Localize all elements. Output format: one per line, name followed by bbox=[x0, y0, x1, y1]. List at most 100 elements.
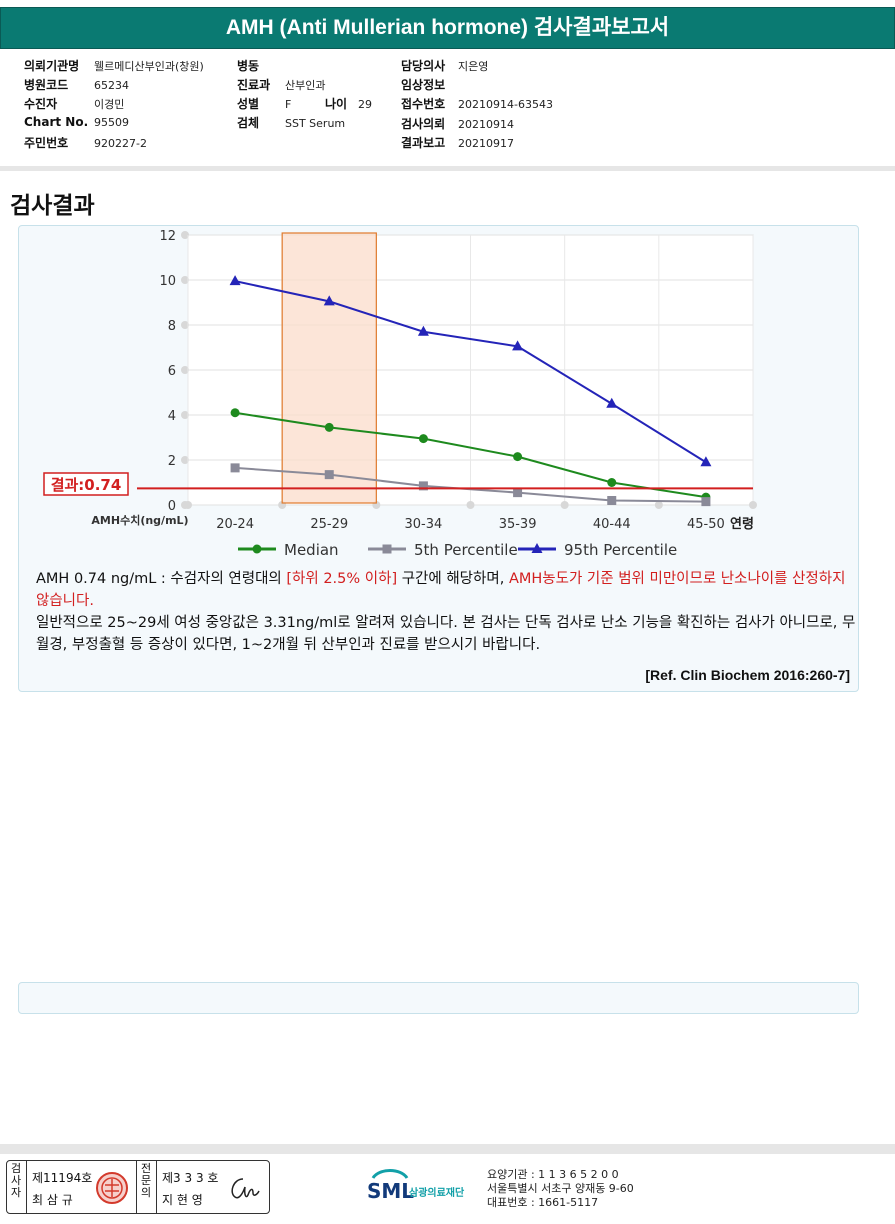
series-line bbox=[234, 280, 707, 464]
info-row: 접수번호 20210914-63543 bbox=[401, 95, 553, 112]
desc-percentile: [하위 2.5% 이하] bbox=[286, 571, 398, 587]
org-code: 요양기관 : 1 1 3 6 5 2 0 0 bbox=[487, 1168, 619, 1181]
y-tick-label: 8 bbox=[168, 319, 176, 334]
info-row: 검사의뢰 20210914 bbox=[401, 115, 514, 132]
x-tick-label: 45-50 bbox=[687, 517, 725, 532]
x-tick-dot bbox=[184, 501, 192, 509]
org-address: 서울특별시 서초구 양재동 9-60 bbox=[487, 1182, 634, 1195]
signature-icon bbox=[231, 1178, 260, 1199]
data-point bbox=[531, 543, 543, 553]
x-tick-label: 40-44 bbox=[593, 517, 631, 532]
data-point bbox=[252, 544, 262, 554]
divider-band bbox=[0, 166, 895, 171]
result-note: 일반적으로 25~29세 여성 중앙값은 3.31ng/ml로 알려져 있습니다… bbox=[36, 615, 856, 653]
info-value: 95509 bbox=[94, 116, 129, 129]
info-label: 담당의사 bbox=[401, 59, 446, 73]
empty-panel bbox=[18, 982, 859, 1014]
y-tick-dot bbox=[181, 366, 189, 374]
data-point bbox=[700, 456, 712, 467]
reference: [Ref. Clin Biochem 2016:260-7] bbox=[645, 667, 850, 683]
specialist-label: 전문의 bbox=[140, 1162, 152, 1199]
age-label: 나이 bbox=[325, 97, 348, 111]
result-interpretation: AMH 0.74 ng/mL : 수검자의 연령대의 [하위 2.5% 이하] … bbox=[36, 568, 857, 612]
data-point bbox=[230, 408, 240, 418]
legend-label: Median bbox=[284, 541, 339, 559]
y-tick-dot bbox=[181, 411, 189, 419]
data-point bbox=[513, 488, 523, 498]
info-value: 웰르메디산부인과(창원) bbox=[94, 60, 204, 73]
info-row: 성별 F 나이 29 bbox=[237, 95, 372, 112]
data-point bbox=[324, 470, 334, 480]
y-tick-label: 0 bbox=[168, 499, 176, 514]
x-tick-label: 35-39 bbox=[499, 517, 537, 532]
y-tick-label: 4 bbox=[168, 409, 176, 424]
x-tick-label: 30-34 bbox=[405, 517, 443, 532]
x-tick-dot bbox=[560, 501, 569, 509]
info-value: SST Serum bbox=[285, 117, 346, 130]
y-tick-dot bbox=[181, 276, 189, 284]
data-point bbox=[607, 478, 617, 487]
info-label: 성별 bbox=[237, 97, 260, 111]
x-tick-labels: 20-24 25-29 30-34 35-39 40-44 45-50 bbox=[216, 517, 725, 532]
info-label: 수진자 bbox=[24, 97, 58, 111]
desc-part: 구간에 해당하며, bbox=[397, 571, 509, 587]
legend: Median 5th Percentile 95th Percentile bbox=[238, 541, 677, 559]
data-point bbox=[230, 463, 240, 473]
footer-band bbox=[0, 1144, 895, 1154]
info-row: 병동 bbox=[237, 57, 285, 74]
x-axis-label: 연령 bbox=[730, 517, 754, 532]
divider bbox=[136, 1161, 137, 1213]
info-row: 주민번호 920227-2 bbox=[24, 134, 147, 151]
data-point bbox=[701, 497, 711, 507]
data-point bbox=[418, 434, 428, 444]
y-tick-dot bbox=[181, 231, 189, 239]
result-description: AMH 0.74 ng/mL : 수검자의 연령대의 [하위 2.5% 이하] … bbox=[18, 568, 857, 656]
y-tick-label: 12 bbox=[159, 229, 176, 244]
info-value: 65234 bbox=[94, 79, 129, 92]
x-tick-dot bbox=[466, 501, 475, 509]
examiner-number: 제11194호 bbox=[32, 1171, 93, 1185]
data-point bbox=[382, 544, 392, 554]
age-value: 29 bbox=[358, 98, 372, 111]
info-row: Chart No. 95509 bbox=[24, 115, 129, 129]
result-label-box bbox=[43, 472, 129, 496]
logo-arc-icon bbox=[371, 1169, 409, 1179]
logo-text: SML bbox=[367, 1179, 414, 1203]
y-tick-dot bbox=[181, 321, 189, 329]
age-group-highlight bbox=[281, 232, 377, 504]
y-tick-label: 2 bbox=[168, 454, 176, 469]
examiner-label: 검사자 bbox=[10, 1162, 22, 1199]
examiner-name: 최 삼 규 bbox=[32, 1193, 73, 1207]
x-tick-label: 25-29 bbox=[310, 517, 348, 532]
info-row: 병원코드 65234 bbox=[24, 76, 129, 93]
x-tick-label: 20-24 bbox=[216, 517, 254, 532]
info-value: 지은영 bbox=[458, 60, 489, 73]
specialist-name: 지 현 영 bbox=[162, 1193, 203, 1207]
specialist-number: 제3 3 3 호 bbox=[162, 1171, 219, 1185]
info-row: 임상정보 bbox=[401, 76, 458, 93]
data-point bbox=[229, 275, 241, 286]
y-tick-label: 6 bbox=[168, 364, 176, 379]
info-label: 의뢰기관명 bbox=[24, 59, 80, 73]
data-point bbox=[512, 340, 524, 351]
result-label: 결과:0.74 bbox=[51, 476, 122, 494]
org-name: 삼광의료재단 bbox=[409, 1186, 465, 1199]
info-value: 20210914-63543 bbox=[458, 98, 553, 111]
desc-part: AMH 0.74 ng/mL : 수검자의 연령대의 bbox=[36, 571, 287, 587]
org-info: 요양기관 : 1 1 3 6 5 2 0 0 서울특별시 서초구 양재동 9-6… bbox=[487, 1168, 634, 1210]
series-line bbox=[234, 411, 707, 499]
info-row: 결과보고 20210917 bbox=[401, 134, 514, 151]
info-value: 이경민 bbox=[94, 98, 125, 111]
signature-box: 검사자 제11194호 최 삼 규 전문의 제3 3 3 호 지 현 영 bbox=[6, 1160, 270, 1214]
desc-warning: AMH농도가 기준 범위 미만이므로 난소나이를 산정하지 않습니다. bbox=[36, 571, 846, 609]
info-row: 의뢰기관명 웰르메디산부인과(창원) bbox=[24, 57, 204, 74]
data-point bbox=[418, 481, 428, 491]
info-label: 병동 bbox=[237, 59, 260, 73]
info-label: 임상정보 bbox=[401, 78, 446, 92]
patient-info-header: 의뢰기관명 웰르메디산부인과(창원) 병원코드 65234 수진자 이경민 Chart… bbox=[0, 48, 895, 167]
sml-logo: SML 삼광의료재단 bbox=[365, 1166, 485, 1210]
examiner-seal-icon bbox=[96, 1172, 128, 1204]
legend-label: 5th Percentile bbox=[414, 541, 518, 559]
y-tick-dot bbox=[181, 456, 189, 464]
data-point bbox=[606, 397, 618, 408]
